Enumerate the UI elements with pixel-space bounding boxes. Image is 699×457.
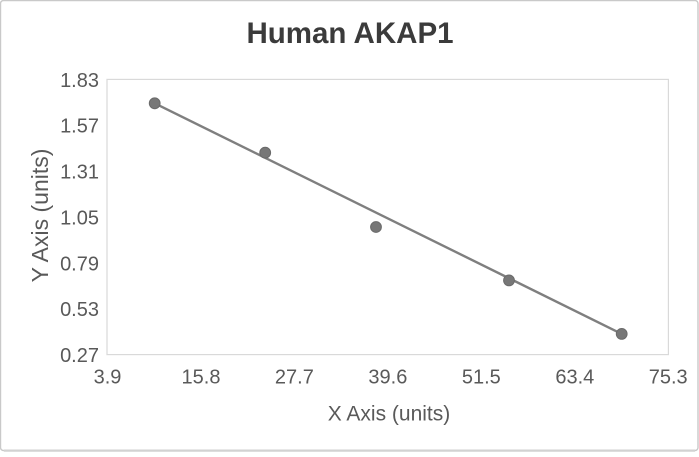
- svg-text:27.7: 27.7: [275, 366, 314, 388]
- svg-text:1.57: 1.57: [60, 116, 99, 138]
- svg-text:1.83: 1.83: [60, 70, 99, 92]
- svg-text:63.4: 63.4: [555, 366, 594, 388]
- svg-text:3.9: 3.9: [94, 366, 122, 388]
- svg-text:Human AKAP1: Human AKAP1: [246, 17, 453, 50]
- svg-text:Y Axis (units): Y Axis (units): [27, 149, 53, 283]
- svg-text:1.05: 1.05: [60, 207, 99, 229]
- svg-text:75.3: 75.3: [649, 366, 688, 388]
- svg-text:15.8: 15.8: [182, 366, 221, 388]
- svg-text:1.31: 1.31: [60, 162, 99, 184]
- svg-text:0.53: 0.53: [60, 299, 99, 321]
- svg-text:0.27: 0.27: [60, 345, 99, 367]
- svg-text:X Axis (units): X Axis (units): [328, 402, 451, 425]
- svg-text:0.79: 0.79: [60, 253, 99, 275]
- svg-text:51.5: 51.5: [462, 366, 501, 388]
- svg-text:39.6: 39.6: [368, 366, 407, 388]
